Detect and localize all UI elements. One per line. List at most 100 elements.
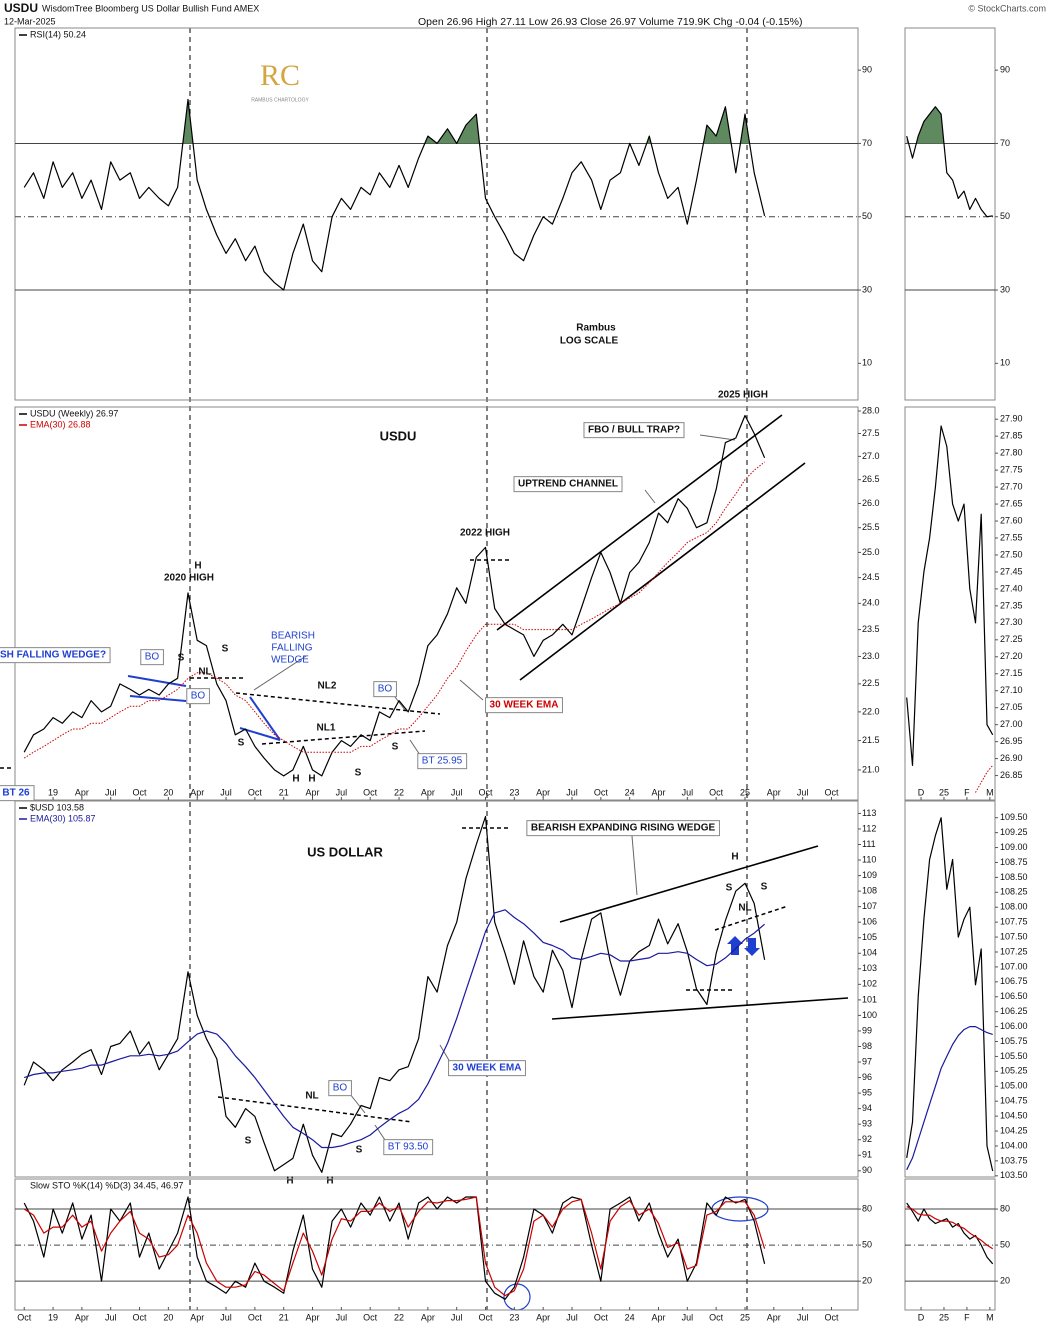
y-tick-label: 27.20 (1000, 651, 1023, 661)
annotation: NL1 (317, 723, 336, 734)
neckline-2 (235, 692, 441, 715)
y-tick-label: 27.60 (1000, 515, 1023, 525)
y-tick-label: 113 (862, 808, 876, 818)
annotation: BO (145, 652, 160, 663)
y-tick-label: 30 (862, 284, 872, 294)
annotation: WEDGE (271, 655, 309, 666)
y-tick-label: 27.15 (1000, 668, 1023, 678)
y-tick-label: 27.40 (1000, 583, 1023, 593)
leader (253, 655, 307, 691)
x-tick-label: 25 (939, 1312, 949, 1322)
x-tick-label: 19 (48, 787, 58, 797)
neckline (217, 1096, 413, 1123)
y-tick-label: 27.80 (1000, 448, 1023, 458)
y-tick-label: 27.05 (1000, 702, 1023, 712)
x-tick-label: 20 (163, 1312, 173, 1322)
y-tick-label: 91 (862, 1150, 872, 1160)
annotation: BO (191, 691, 206, 702)
y-tick-label: 95 (862, 1087, 872, 1097)
x-tick-label: Oct (709, 1312, 724, 1322)
series-line (906, 1202, 994, 1265)
annotation: S (726, 883, 733, 894)
panel-border (904, 1178, 996, 1311)
wedge-upper (559, 845, 819, 923)
y-tick-label: 26.5 (862, 474, 880, 484)
annotation-box (583, 422, 685, 439)
x-tick-label: Oct (594, 787, 609, 797)
y-tick-label: 106.25 (1000, 1006, 1028, 1016)
annotation: 30 WEEK EMA (490, 700, 559, 711)
x-tick-label: 25 (740, 1312, 750, 1322)
chart-date: 12-Mar-2025 (4, 16, 56, 26)
x-tick-label: Jul (451, 787, 463, 797)
y-tick-label: 10 (862, 358, 872, 368)
annotation: S (761, 882, 768, 893)
series-line (906, 425, 994, 766)
x-tick-label: Jul (566, 787, 578, 797)
x-tick-label: Apr (75, 1312, 89, 1322)
y-tick-label: 94 (862, 1103, 872, 1113)
y-tick-label: 27.75 (1000, 464, 1023, 474)
annotation: BO (378, 684, 393, 695)
annotation: S (238, 738, 245, 749)
annotation-box (186, 688, 210, 705)
x-tick-label: Apr (306, 787, 320, 797)
x-tick-label: D (918, 1312, 925, 1322)
x-tick-label: Apr (190, 787, 204, 797)
y-tick-label: 98 (862, 1041, 872, 1051)
legend-entry: EMA(30) 26.88 (30, 419, 91, 429)
annotation-box (513, 476, 623, 493)
y-tick-label: 27.50 (1000, 549, 1023, 559)
x-tick-label: 21 (279, 787, 289, 797)
annotation: H (286, 1176, 293, 1187)
annotation: BEARISH (271, 631, 315, 642)
y-tick-label: 27.00 (1000, 719, 1023, 729)
x-tick-label: Apr (421, 1312, 435, 1322)
x-tick-label: F (964, 787, 970, 797)
y-tick-label: 93 (862, 1119, 872, 1129)
x-tick-label: Apr (536, 1312, 550, 1322)
y-tick-label: 21.0 (862, 764, 880, 774)
annotation-box (417, 753, 468, 770)
y-tick-label: 27.70 (1000, 481, 1023, 491)
annotation: S (355, 768, 362, 779)
y-tick-label: 106.50 (1000, 991, 1028, 1001)
x-tick-label: Jul (336, 1312, 348, 1322)
y-tick-label: 106.00 (1000, 1021, 1028, 1031)
series-line (906, 1206, 994, 1250)
panel-border (904, 800, 996, 1178)
leader (439, 1044, 451, 1063)
x-tick-label: Jul (682, 787, 694, 797)
annotation: S (222, 644, 229, 655)
leader (631, 835, 638, 896)
y-tick-label: 10 (1000, 358, 1010, 368)
symbol: USDU (4, 1, 38, 15)
x-tick-label: Oct (248, 1312, 263, 1322)
y-tick-label: 27.25 (1000, 634, 1023, 644)
panel-border (904, 27, 996, 401)
series-line (906, 1026, 993, 1171)
x-tick-label: Jul (797, 1312, 809, 1322)
x-tick-label: Oct (824, 787, 839, 797)
leader (699, 434, 736, 441)
series-line (24, 909, 765, 1149)
annotation: BEARISH EXPANDING RISING WEDGE (531, 823, 716, 834)
y-tick-label: 100 (862, 1010, 877, 1020)
annotation: BT 25.95 (422, 756, 463, 767)
y-tick-label: 26.90 (1000, 753, 1023, 763)
leader (394, 696, 406, 711)
y-tick-label: 108.50 (1000, 872, 1028, 882)
x-tick-label: M (986, 787, 994, 797)
series-line (23, 461, 765, 759)
x-tick-label: Oct (824, 1312, 839, 1322)
y-tick-label: 70 (862, 138, 872, 148)
credit: © StockCharts.com (968, 3, 1046, 13)
annotation: BT 26 (2, 788, 30, 799)
y-tick-label: 102 (862, 979, 877, 989)
series-line (906, 106, 993, 218)
y-tick-label: 50 (1000, 1239, 1010, 1249)
annotation: S (245, 1136, 252, 1147)
annotation-box (0, 647, 111, 664)
highlight (503, 1283, 531, 1311)
